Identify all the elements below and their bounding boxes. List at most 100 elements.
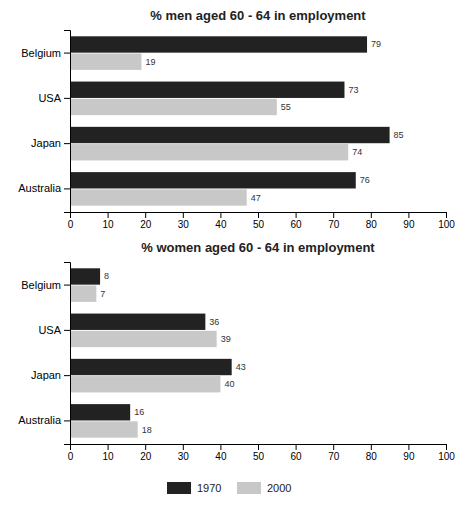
tick: 70 xyxy=(328,444,340,462)
tick: 90 xyxy=(403,444,415,462)
bar xyxy=(70,127,390,143)
data-label: 16 xyxy=(134,407,144,417)
tick: Japan xyxy=(31,137,70,149)
tick-label: 60 xyxy=(291,451,303,462)
chart-title: % women aged 60 - 64 in employment xyxy=(141,240,375,255)
tick-mark xyxy=(220,212,221,218)
tick-mark xyxy=(296,212,297,218)
data-label: 74 xyxy=(352,147,362,157)
legend-label: 1970 xyxy=(197,482,221,494)
tick-mark xyxy=(258,212,259,218)
tick: Belgium xyxy=(21,279,70,291)
chart-title: % men aged 60 - 64 in employment xyxy=(150,8,366,23)
tick-label: 70 xyxy=(328,451,340,462)
tick-mark xyxy=(333,212,334,218)
bars xyxy=(70,36,390,205)
tick: 30 xyxy=(178,212,190,230)
tick: 60 xyxy=(291,212,303,230)
legend-entry: 1970 xyxy=(167,482,221,494)
data-label: 79 xyxy=(371,39,381,49)
bar xyxy=(70,99,277,115)
bar xyxy=(70,376,220,392)
tick-mark xyxy=(333,444,334,450)
tick-mark xyxy=(108,212,109,218)
x-axis: 0102030405060708090100 xyxy=(68,212,456,230)
tick: 80 xyxy=(366,444,378,462)
bar xyxy=(70,189,247,205)
tick: 70 xyxy=(328,212,340,230)
tick-mark xyxy=(371,212,372,218)
chart: % men aged 60 - 64 in employment 79 73 85 76… xyxy=(18,8,455,230)
tick-label: 20 xyxy=(140,219,152,230)
data-label: 7 xyxy=(100,289,105,299)
bar xyxy=(70,421,138,437)
tick-label: USA xyxy=(38,324,61,336)
data-label: 43 xyxy=(236,362,246,372)
legend-swatch xyxy=(237,482,261,494)
bar xyxy=(70,286,96,302)
tick-label: 90 xyxy=(403,451,415,462)
tick: 30 xyxy=(178,444,190,462)
tick-mark xyxy=(64,188,70,189)
legend: 19702000 xyxy=(167,482,291,494)
tick-label: 90 xyxy=(403,219,415,230)
data-label: 18 xyxy=(142,425,152,435)
tick: 60 xyxy=(291,444,303,462)
tick: Japan xyxy=(31,369,70,381)
tick-label: USA xyxy=(38,92,61,104)
tick-label: Japan xyxy=(31,369,61,381)
data-label: 85 xyxy=(394,130,404,140)
tick-mark xyxy=(258,444,259,450)
tick-label: 0 xyxy=(68,451,74,462)
chart: % women aged 60 - 64 in employment836431… xyxy=(18,240,455,462)
tick-label: 30 xyxy=(178,219,190,230)
bars xyxy=(70,268,232,437)
tick-mark xyxy=(408,444,409,450)
y-axis: Belgium USA Japan Australia xyxy=(18,31,70,213)
data-label: 55 xyxy=(281,102,291,112)
tick-label: 80 xyxy=(366,219,378,230)
tick-label: 60 xyxy=(291,219,303,230)
tick-label: Australia xyxy=(18,414,62,426)
axis-line xyxy=(64,263,71,445)
tick-mark xyxy=(64,53,70,54)
axis-line xyxy=(71,445,447,451)
x-axis: 0 10 20 30 40 50 60 70 80 90 100 xyxy=(68,444,456,462)
tick-label: 40 xyxy=(215,219,227,230)
tick: 90 xyxy=(403,212,415,230)
tick-label: 100 xyxy=(438,219,455,230)
tick-label: Belgium xyxy=(21,47,61,59)
data-label: 47 xyxy=(251,193,261,203)
data-labels: 83643167394018 xyxy=(100,271,245,434)
data-label: 19 xyxy=(145,57,155,67)
tick: Australia xyxy=(18,182,70,194)
tick: 100 xyxy=(438,444,455,462)
tick: 40 xyxy=(215,212,227,230)
tick-mark xyxy=(64,330,70,331)
data-label: 76 xyxy=(360,175,370,185)
tick-label: 10 xyxy=(103,451,115,462)
bar xyxy=(70,82,344,98)
data-label: 36 xyxy=(209,317,219,327)
tick: USA xyxy=(38,92,70,104)
tick-mark xyxy=(220,444,221,450)
axis-line xyxy=(71,213,447,219)
tick-label: 20 xyxy=(140,451,152,462)
tick-mark xyxy=(145,212,146,218)
bar xyxy=(70,54,141,70)
tick: Australia xyxy=(18,414,70,426)
tick-mark xyxy=(183,212,184,218)
data-label: 73 xyxy=(348,85,358,95)
tick-mark xyxy=(64,98,70,99)
bar xyxy=(70,144,348,160)
tick-label: 40 xyxy=(215,451,227,462)
tick-label: 0 xyxy=(68,219,74,230)
bar xyxy=(70,359,232,375)
tick-label: Japan xyxy=(31,137,61,149)
tick-label: Australia xyxy=(18,182,62,194)
legend-swatch xyxy=(167,482,191,494)
tick-label: 50 xyxy=(253,451,265,462)
bar xyxy=(70,314,205,330)
tick: 80 xyxy=(366,212,378,230)
tick-mark xyxy=(64,285,70,286)
